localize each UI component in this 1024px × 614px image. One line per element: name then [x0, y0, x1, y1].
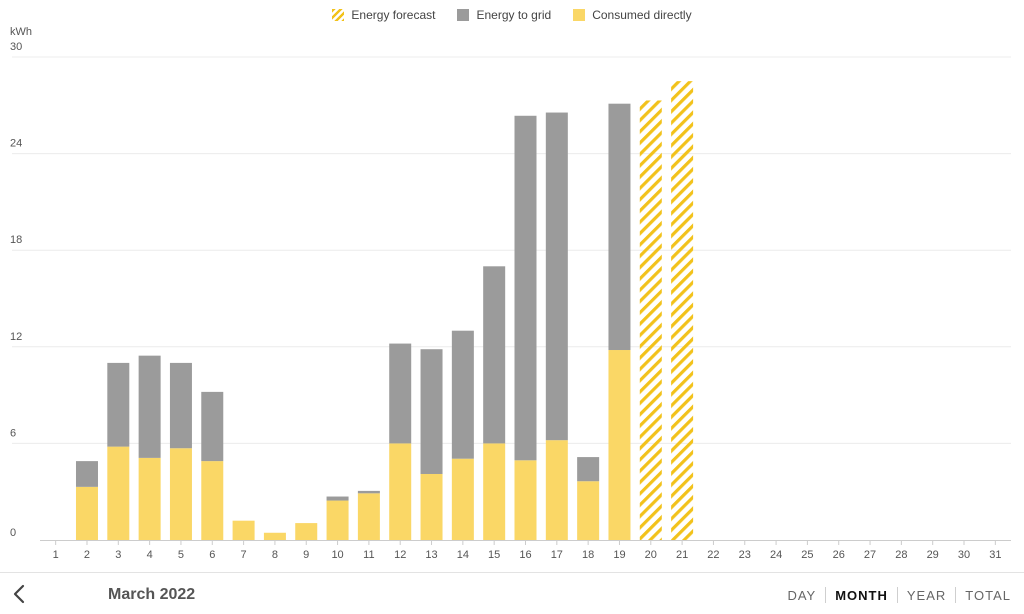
x-tick-label: 25 — [801, 549, 813, 561]
bar-consumed-directly — [75, 486, 98, 540]
range-divider — [896, 587, 898, 603]
bar-energy-to-grid — [326, 496, 349, 501]
range-year[interactable]: YEAR — [906, 587, 947, 603]
y-axis-unit-label: kWh — [10, 26, 32, 38]
x-tick-label: 8 — [272, 549, 278, 561]
bar-consumed-directly — [608, 350, 631, 540]
x-tick-label: 13 — [425, 549, 437, 561]
x-tick-label: 9 — [303, 549, 309, 561]
bar-energy-to-grid — [389, 343, 412, 444]
chart-footer: March 2022 DAY MONTH YEAR TOTAL — [0, 572, 1024, 614]
y-tick-label: 18 — [10, 234, 22, 246]
bar-consumed-directly — [577, 481, 600, 540]
bar-consumed-directly — [326, 500, 349, 540]
bar-energy-to-grid — [545, 112, 568, 441]
range-total[interactable]: TOTAL — [965, 587, 1011, 603]
y-tick-label: 30 — [10, 41, 22, 53]
x-tick-label: 31 — [989, 549, 1001, 561]
bar-energy-to-grid — [169, 362, 192, 449]
x-tick-label: 30 — [958, 549, 970, 561]
x-tick-label: 11 — [363, 549, 374, 561]
x-tick-label: 5 — [178, 549, 184, 561]
bar-energy-to-grid — [138, 355, 161, 458]
legend-label-consumed: Consumed directly — [592, 8, 692, 22]
x-tick-label: 12 — [394, 549, 406, 561]
legend-item-grid[interactable]: Energy to grid — [457, 8, 551, 22]
bar-consumed-directly — [263, 532, 286, 540]
grid-swatch-icon — [457, 9, 470, 21]
x-tick-label: 27 — [864, 549, 876, 561]
range-divider — [825, 587, 827, 603]
y-tick-label: 0 — [10, 527, 16, 539]
x-tick-label: 20 — [645, 549, 657, 561]
bar-consumed-directly — [451, 458, 474, 540]
y-tick-label: 12 — [10, 331, 22, 343]
legend-label-grid: Energy to grid — [476, 8, 552, 22]
x-tick-label: 2 — [84, 549, 90, 561]
chart-legend: Energy forecast Energy to grid Consumed … — [0, 8, 1024, 22]
range-day[interactable]: DAY — [787, 587, 817, 603]
x-tick-label: 10 — [331, 549, 343, 561]
bar-energy-to-grid — [357, 490, 380, 494]
x-tick-label: 17 — [551, 549, 563, 561]
x-tick-label: 15 — [488, 549, 500, 561]
consumed-swatch-icon — [573, 9, 586, 21]
x-tick-label: 21 — [676, 549, 688, 561]
bar-consumed-directly — [483, 443, 506, 540]
bar-consumed-directly — [514, 460, 537, 540]
bar-energy-forecast — [639, 100, 662, 540]
x-tick-label: 14 — [457, 549, 469, 561]
x-tick-label: 23 — [739, 549, 751, 561]
bar-consumed-directly — [357, 493, 380, 540]
legend-item-forecast[interactable]: Energy forecast — [332, 8, 435, 22]
x-tick-label: 7 — [241, 549, 247, 561]
bar-energy-to-grid — [514, 115, 537, 461]
bar-consumed-directly — [201, 461, 224, 540]
x-tick-label: 1 — [53, 549, 59, 561]
bar-energy-to-grid — [201, 391, 224, 462]
bar-energy-forecast — [671, 81, 694, 541]
bar-energy-to-grid — [75, 461, 98, 487]
bar-consumed-directly — [107, 446, 130, 540]
x-tick-label: 4 — [147, 549, 153, 561]
period-title: March 2022 — [108, 586, 196, 603]
bar-energy-to-grid — [483, 266, 506, 444]
back-chevron-icon[interactable] — [8, 582, 32, 606]
bar-energy-to-grid — [107, 362, 130, 447]
bar-consumed-directly — [138, 457, 161, 540]
x-tick-label: 22 — [707, 549, 719, 561]
forecast-swatch-icon — [332, 9, 345, 21]
range-month[interactable]: MONTH — [835, 587, 888, 603]
bar-consumed-directly — [389, 443, 412, 540]
range-selector: DAY MONTH YEAR TOTAL — [778, 587, 1020, 603]
y-tick-label: 6 — [10, 427, 16, 439]
legend-label-forecast: Energy forecast — [351, 8, 436, 22]
bar-consumed-directly — [420, 473, 443, 540]
x-tick-label: 18 — [582, 549, 594, 561]
x-tick-label: 19 — [613, 549, 625, 561]
bar-consumed-directly — [232, 520, 255, 540]
x-tick-label: 6 — [209, 549, 215, 561]
bar-consumed-directly — [295, 523, 318, 540]
bar-energy-to-grid — [608, 103, 631, 351]
range-divider — [955, 587, 957, 603]
bar-consumed-directly — [169, 448, 192, 540]
x-tick-label: 3 — [115, 549, 121, 561]
x-tick-label: 16 — [519, 549, 531, 561]
bar-energy-to-grid — [577, 457, 600, 482]
y-tick-label: 24 — [10, 138, 22, 150]
x-tick-label: 29 — [927, 549, 939, 561]
bar-energy-to-grid — [451, 330, 474, 459]
x-tick-label: 28 — [895, 549, 907, 561]
bar-energy-to-grid — [420, 349, 443, 474]
legend-item-consumed[interactable]: Consumed directly — [573, 8, 692, 22]
x-tick-label: 24 — [770, 549, 782, 561]
bar-consumed-directly — [545, 440, 568, 540]
x-tick-label: 26 — [833, 549, 845, 561]
